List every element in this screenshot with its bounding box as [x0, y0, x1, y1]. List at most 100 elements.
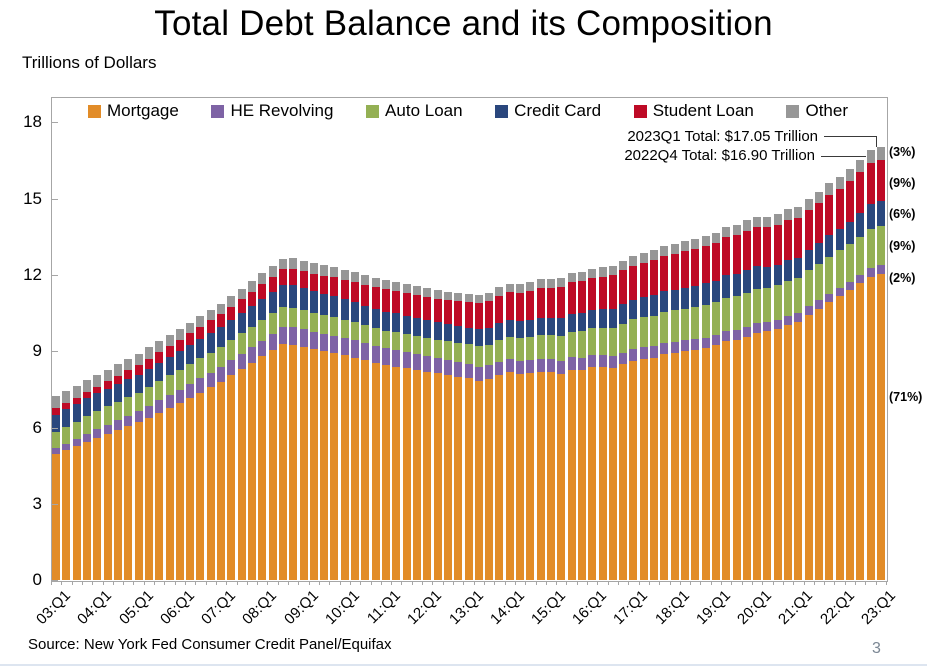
bar-segment-mortgage — [485, 379, 494, 580]
bar-segment-auto-loan — [227, 340, 236, 361]
bar-segment-auto-loan — [165, 375, 174, 395]
bar-segment-student-loan — [186, 333, 195, 346]
bar-segment-student-loan — [83, 391, 92, 399]
bar-segment-auto-loan — [423, 337, 432, 357]
bar-segment-other — [165, 334, 174, 346]
share-label-student-loan: (9%) — [889, 176, 916, 190]
bar-segment-credit-card — [237, 313, 246, 334]
x-axis-tick — [597, 581, 599, 585]
bar-segment-student-loan — [567, 282, 576, 314]
bar-segment-auto-loan — [62, 426, 71, 444]
bar-segment-student-loan — [722, 237, 731, 276]
bar-segment-auto-loan — [433, 339, 442, 359]
bar-segment-credit-card — [351, 301, 360, 323]
bar-segment-mortgage — [227, 375, 236, 580]
bar-segment-other — [650, 250, 659, 261]
x-axis-tick — [721, 581, 723, 585]
bar-segment-other — [577, 272, 586, 282]
bar-segment-student-loan — [443, 299, 452, 324]
bar-segment-auto-loan — [660, 312, 669, 344]
bar-segment-other — [175, 328, 184, 340]
x-axis-tick-label: 12:Q1 — [404, 587, 446, 628]
y-axis-tick — [52, 122, 58, 124]
bar-segment-student-loan — [608, 275, 617, 309]
bar-segment-credit-card — [392, 313, 401, 333]
bar-column — [248, 280, 257, 580]
x-axis-tick-label: 03:Q1 — [33, 587, 75, 628]
y-axis-tick-label: 6 — [32, 417, 42, 437]
bar-segment-credit-card — [144, 368, 153, 387]
x-axis-tick-label: 20:Q1 — [734, 587, 776, 628]
bar-segment-student-loan — [485, 300, 494, 328]
bar-column — [351, 272, 360, 580]
bar-segment-mortgage — [299, 347, 308, 580]
bar-segment-mortgage — [382, 365, 391, 580]
bar-column — [382, 280, 391, 580]
x-axis-tick — [411, 581, 413, 585]
bar-segment-other — [876, 146, 885, 160]
bar-column — [763, 216, 772, 580]
bar-segment-auto-loan — [650, 315, 659, 347]
bar-segment-he-revolving — [825, 294, 834, 303]
bar-segment-he-revolving — [196, 378, 205, 393]
bar-segment-mortgage — [351, 357, 360, 580]
bar-segment-other — [371, 277, 380, 288]
bar-segment-other — [701, 235, 710, 246]
bar-segment-he-revolving — [351, 340, 360, 358]
bar-segment-other — [340, 269, 349, 280]
x-axis-tick-label: 05:Q1 — [115, 587, 157, 628]
bar-segment-student-loan — [856, 172, 865, 213]
bar-segment-mortgage — [526, 373, 535, 580]
bar-segment-student-loan — [289, 268, 298, 286]
bar-segment-mortgage — [155, 412, 164, 580]
bar-segment-credit-card — [845, 221, 854, 245]
bar-segment-credit-card — [516, 321, 525, 339]
legend-item-mortgage: Mortgage — [88, 101, 179, 121]
bar-segment-other — [835, 177, 844, 189]
bar-column — [103, 369, 112, 580]
x-axis-tick — [51, 581, 52, 585]
bar-segment-credit-card — [670, 289, 679, 311]
bar-column — [402, 284, 411, 580]
bar-segment-he-revolving — [217, 367, 226, 382]
legend-label: Credit Card — [514, 101, 602, 120]
x-axis-tick — [257, 581, 259, 585]
bar-segment-credit-card — [701, 283, 710, 306]
bar-segment-auto-loan — [248, 326, 257, 348]
bar-segment-other — [856, 159, 865, 173]
bar-segment-mortgage — [268, 349, 277, 580]
legend-item-credit-card: Credit Card — [495, 101, 601, 121]
bar-segment-auto-loan — [722, 297, 731, 331]
bar-segment-auto-loan — [763, 287, 772, 322]
bar-segment-he-revolving — [794, 312, 803, 322]
bar-segment-he-revolving — [402, 352, 411, 369]
bar-segment-credit-card — [196, 339, 205, 359]
bar-column — [258, 273, 267, 580]
x-axis-tick — [535, 581, 537, 585]
bar-segment-other — [93, 375, 102, 387]
bar-segment-auto-loan — [680, 308, 689, 341]
bar-segment-student-loan — [114, 375, 122, 384]
bar-segment-other — [52, 396, 61, 409]
bar-segment-auto-loan — [134, 392, 143, 412]
bar-column — [443, 291, 452, 580]
bar-segment-mortgage — [835, 295, 844, 580]
bar-segment-student-loan — [773, 225, 782, 265]
x-axis-tick — [112, 581, 114, 585]
bar-segment-he-revolving — [155, 400, 164, 413]
x-axis-tick — [545, 581, 547, 585]
bar-segment-mortgage — [83, 441, 92, 580]
x-axis-tick — [855, 581, 857, 585]
bar-column — [629, 256, 638, 580]
x-axis-tick-label: 21:Q1 — [775, 587, 817, 628]
bar-segment-credit-card — [866, 203, 875, 229]
bar-segment-other — [732, 224, 741, 236]
bar-segment-credit-card — [804, 249, 813, 270]
bar-segment-student-loan — [516, 292, 525, 322]
bar-segment-auto-loan — [536, 335, 545, 360]
bar-segment-he-revolving — [340, 337, 349, 356]
y-axis-tick-label: 3 — [32, 493, 42, 513]
bar-segment-other — [186, 322, 195, 334]
x-axis-tick — [102, 581, 104, 585]
bar-segment-credit-card — [175, 350, 184, 370]
